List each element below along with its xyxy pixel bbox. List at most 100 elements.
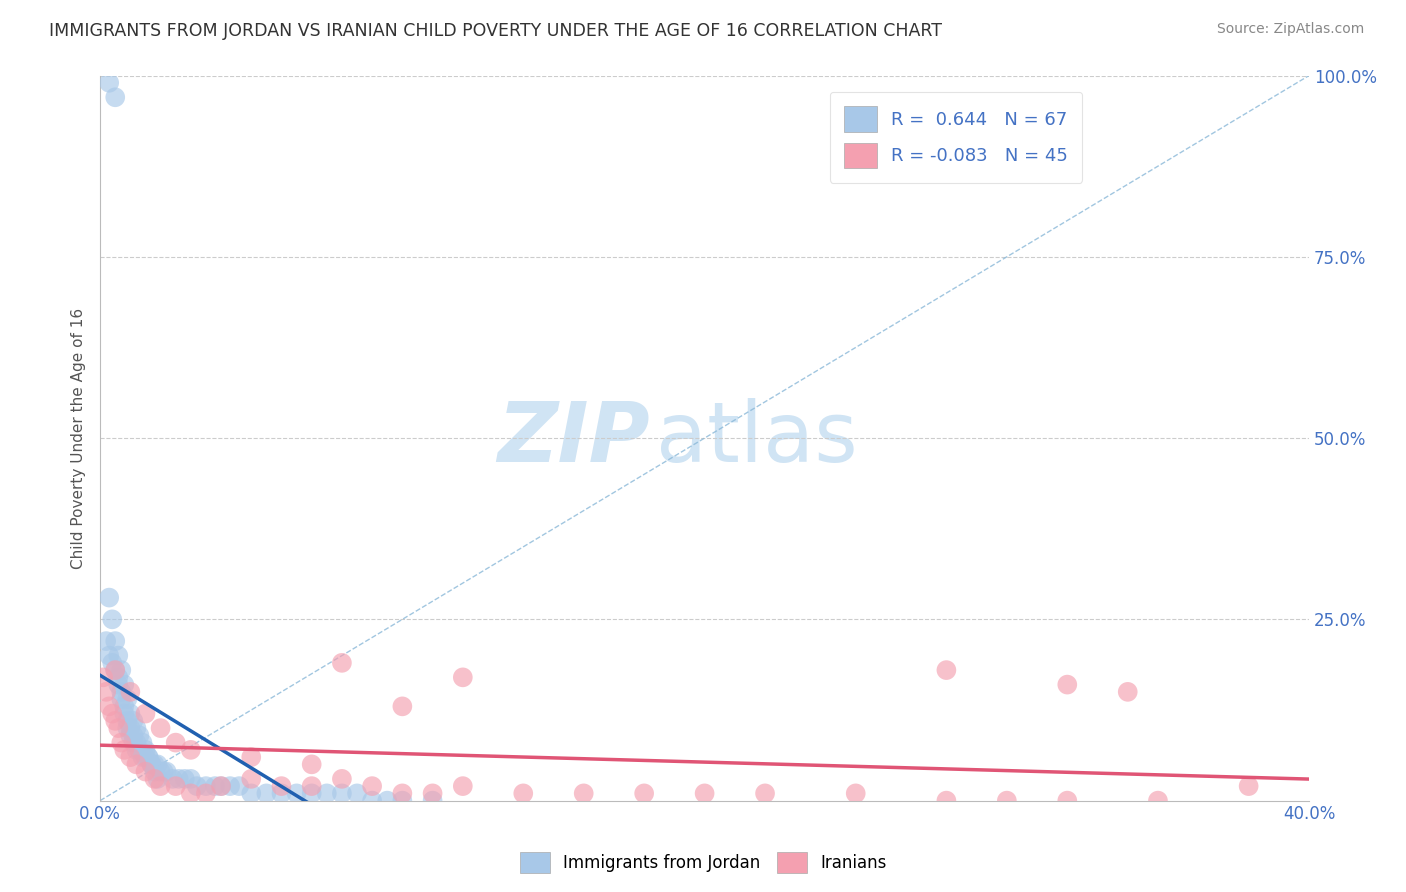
Point (96, 634, 118, 648)
Point (375, 794, 398, 808)
Point (173, 772, 195, 786)
Point (1147, 794, 1170, 808)
Point (935, 794, 957, 808)
Point (240, 750, 263, 764)
Point (301, 757, 323, 772)
Point (315, 786, 337, 800)
Point (141, 757, 163, 772)
Point (633, 786, 655, 800)
Point (134, 764, 156, 779)
Point (512, 786, 534, 800)
Point (149, 721, 172, 735)
Legend: Immigrants from Jordan, Iranians: Immigrants from Jordan, Iranians (513, 846, 893, 880)
Point (204, 779, 226, 793)
Text: atlas: atlas (657, 398, 858, 479)
Point (422, 786, 444, 800)
Point (107, 677, 129, 691)
Y-axis label: Child Poverty Under the Age of 16: Child Poverty Under the Age of 16 (72, 308, 86, 568)
Point (240, 772, 263, 786)
Point (391, 786, 413, 800)
Point (110, 685, 132, 699)
Point (143, 772, 166, 786)
Point (361, 779, 384, 793)
Point (143, 764, 166, 779)
Point (194, 786, 217, 800)
Point (107, 670, 129, 684)
Point (101, 612, 124, 626)
Point (146, 757, 169, 772)
Point (128, 728, 150, 742)
Point (270, 779, 292, 793)
Point (301, 779, 323, 793)
Point (141, 757, 163, 772)
Point (180, 743, 202, 757)
Point (120, 750, 142, 764)
Point (117, 714, 139, 728)
Point (845, 786, 868, 800)
Point (98, 76, 121, 90)
Point (117, 721, 139, 735)
Point (122, 728, 145, 742)
Point (572, 786, 595, 800)
Point (240, 786, 263, 800)
Point (1056, 677, 1078, 691)
Point (935, 663, 957, 677)
Point (98, 591, 121, 605)
Point (122, 714, 145, 728)
Text: Source: ZipAtlas.com: Source: ZipAtlas.com (1216, 22, 1364, 37)
Point (138, 750, 160, 764)
Point (254, 786, 277, 800)
Point (125, 743, 148, 757)
Point (125, 736, 148, 750)
Point (162, 772, 184, 786)
Point (165, 779, 187, 793)
Point (301, 786, 323, 800)
Point (96, 685, 118, 699)
Point (120, 706, 142, 721)
Point (149, 764, 172, 779)
Point (112, 743, 135, 757)
Point (219, 779, 242, 793)
Point (180, 786, 202, 800)
Legend: R =  0.644   N = 67, R = -0.083   N = 45: R = 0.644 N = 67, R = -0.083 N = 45 (830, 92, 1083, 183)
Point (125, 757, 148, 772)
Point (167, 772, 190, 786)
Point (330, 656, 353, 670)
Point (98, 699, 121, 714)
Point (156, 764, 179, 779)
Point (346, 786, 368, 800)
Point (995, 794, 1018, 808)
Point (112, 677, 135, 691)
Point (391, 794, 413, 808)
Point (110, 692, 132, 706)
Point (128, 743, 150, 757)
Point (112, 706, 135, 721)
Point (104, 714, 127, 728)
Point (104, 90, 127, 104)
Point (451, 670, 474, 684)
Point (152, 764, 174, 779)
Point (693, 786, 716, 800)
Point (134, 750, 156, 764)
Point (91, 670, 114, 684)
Point (98, 648, 121, 663)
Point (186, 779, 208, 793)
Point (1056, 794, 1078, 808)
Point (112, 699, 135, 714)
Point (131, 750, 153, 764)
Point (451, 779, 474, 793)
Point (422, 794, 444, 808)
Point (107, 648, 129, 663)
Point (104, 634, 127, 648)
Point (149, 779, 172, 793)
Point (391, 699, 413, 714)
Point (125, 721, 148, 735)
Point (122, 736, 145, 750)
Point (131, 736, 153, 750)
Point (270, 786, 292, 800)
Point (754, 786, 776, 800)
Text: ZIP: ZIP (498, 398, 650, 479)
Text: IMMIGRANTS FROM JORDAN VS IRANIAN CHILD POVERTY UNDER THE AGE OF 16 CORRELATION : IMMIGRANTS FROM JORDAN VS IRANIAN CHILD … (49, 22, 942, 40)
Point (104, 663, 127, 677)
Point (101, 706, 124, 721)
